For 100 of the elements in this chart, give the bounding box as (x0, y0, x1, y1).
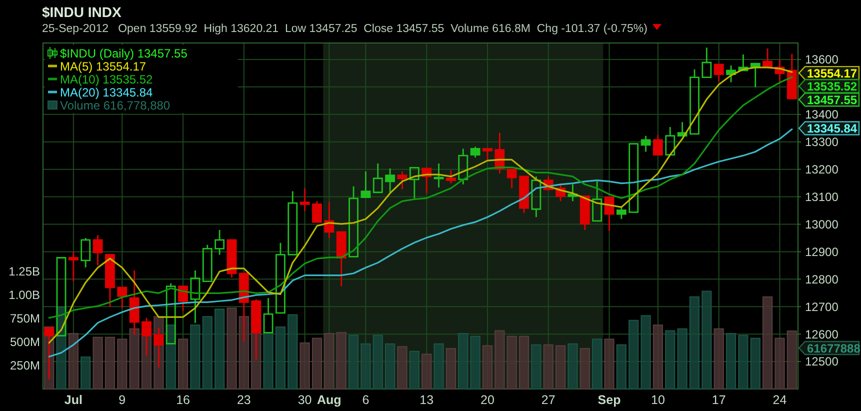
candlestick (92, 234, 103, 266)
line-series (48, 128, 793, 358)
x-tick-label: 16 (176, 393, 190, 407)
candlestick (226, 239, 237, 278)
x-tick-label: 17 (712, 393, 726, 407)
bar (543, 344, 554, 390)
bar (275, 326, 286, 390)
y-tick-label: 13200 (805, 162, 839, 177)
bar (738, 334, 748, 390)
y-tick-label: 13100 (805, 190, 839, 204)
x-tick-label: 30 (298, 393, 312, 407)
bar (762, 296, 773, 390)
text: 13457.55 (807, 92, 858, 107)
bar (300, 342, 310, 390)
candlestick (653, 134, 663, 156)
chart-subtitle: 25-Sep-2012 Open 13559.92 High 13620.21 Low 13457.25 Close 13457.55 Volume 616.8M Chg -101.37 (-0.75%) (42, 23, 648, 35)
y-tick-label: 12600 (805, 327, 839, 342)
bar (226, 308, 237, 390)
candlestick (105, 254, 115, 308)
bar (117, 338, 128, 390)
chart-title: $INDU INDX (42, 4, 122, 20)
bar (336, 332, 346, 390)
y-tick-label: 13300 (805, 135, 839, 150)
bar (458, 333, 468, 390)
bar (580, 348, 590, 390)
bar (190, 324, 200, 390)
candlestick (409, 166, 420, 200)
bar (409, 350, 420, 390)
candlestick (726, 64, 736, 83)
y-tick-label: 13000 (805, 217, 839, 232)
y-tick-label: 13600 (805, 52, 839, 67)
x-tick-label: Aug (317, 393, 342, 407)
candlestick (300, 188, 310, 212)
y2-tick-label: 250M (10, 358, 40, 373)
bar (616, 344, 626, 390)
legend-label: $INDU (Daily) 13457.55 (60, 46, 188, 60)
y-tick-label: 12500 (805, 354, 839, 369)
bar (494, 330, 505, 390)
bar (677, 328, 688, 390)
data-label: 13554.17 (807, 66, 858, 80)
y-tick-label: 13400 (805, 108, 839, 122)
candlestick (702, 46, 712, 78)
y2-tick-label: 500M (10, 335, 40, 350)
y2-tick-label: 1.25B (8, 264, 40, 279)
bar (714, 328, 724, 390)
candlestick (786, 53, 797, 100)
candlestick (336, 231, 346, 287)
candlestick (568, 184, 578, 202)
bar (238, 316, 249, 390)
bar (518, 336, 530, 390)
bar (68, 333, 79, 390)
bar (422, 354, 432, 390)
data-label: 13345.84 (807, 122, 858, 136)
x-tick-label: 20 (480, 393, 494, 407)
data-label: 13535.52 (807, 80, 858, 94)
bar (104, 336, 116, 390)
candlestick (214, 229, 225, 256)
candlestick (531, 176, 542, 218)
bar (92, 336, 103, 390)
bar (372, 334, 383, 390)
bar (446, 348, 456, 390)
bar (384, 343, 396, 390)
candlestick (117, 286, 128, 309)
bar (214, 308, 225, 390)
candlestick (592, 180, 602, 222)
x-tick-label: 6 (362, 393, 370, 407)
candlestick (190, 270, 200, 324)
bar (288, 314, 298, 390)
candlestick (506, 168, 517, 189)
bar (324, 333, 334, 390)
x-tick-label: Sep (598, 393, 622, 407)
bar (360, 343, 371, 390)
candlestick (519, 176, 529, 214)
bar (482, 345, 493, 390)
candlestick (616, 205, 626, 220)
candlestick (580, 196, 590, 231)
candlestick (385, 168, 396, 194)
x-tick-label: Jul (64, 393, 82, 407)
candlestick (288, 190, 298, 256)
bar (202, 316, 212, 390)
bar (702, 290, 712, 390)
bar (568, 343, 578, 390)
x-tick-label: 10 (651, 393, 665, 407)
y-tick-label: 12700 (805, 300, 839, 314)
candlestick (470, 146, 480, 158)
x-tick-label: 24 (772, 393, 787, 407)
bar (555, 345, 566, 390)
bar (348, 334, 359, 390)
candlestick (202, 244, 212, 282)
candlestick (360, 170, 371, 198)
legend-label: MA(5) 13554.17 (60, 59, 146, 74)
bar (689, 296, 700, 390)
candlestick (714, 64, 724, 82)
candlestick (604, 196, 614, 232)
bar (80, 356, 91, 390)
bar (506, 336, 517, 390)
x-tick-label: 27 (541, 393, 556, 407)
bar (434, 343, 444, 390)
candlestick (397, 170, 408, 190)
bar (397, 346, 408, 390)
